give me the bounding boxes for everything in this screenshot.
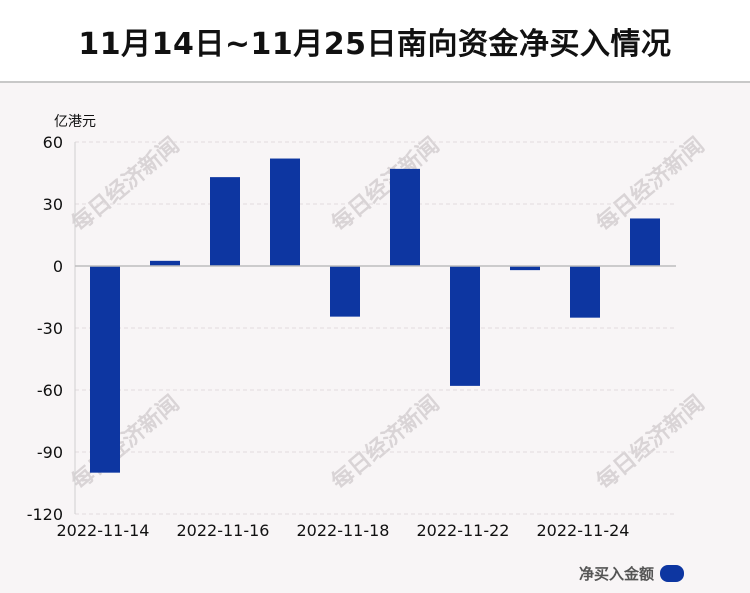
watermark-text: 每日经济新闻 [327, 132, 445, 237]
legend: 净买入金额 [579, 563, 684, 584]
bar-2022-11-22 [450, 266, 480, 386]
y-tick-label: 0 [53, 257, 63, 276]
bar-2022-11-15 [150, 260, 180, 266]
y-tick-label: -120 [27, 505, 63, 524]
bar-2022-11-16 [210, 177, 240, 266]
bars [90, 158, 660, 473]
watermark-text: 每日经济新闻 [327, 390, 445, 495]
watermark-text: 每日经济新闻 [67, 132, 185, 237]
y-axis: 亿港元 60 30 0 -30 -60 -90 -120 [27, 114, 96, 524]
bar-2022-11-17 [270, 158, 300, 266]
bar-2022-11-23 [510, 266, 540, 271]
y-tick-label: 60 [43, 133, 63, 152]
bar-2022-11-21 [390, 168, 420, 266]
x-tick-label: 2022-11-16 [177, 521, 270, 540]
watermark-text: 每日经济新闻 [67, 390, 185, 495]
bar-2022-11-25 [630, 218, 660, 266]
y-axis-unit: 亿港元 [54, 114, 96, 130]
bar-2022-11-24 [570, 266, 600, 318]
y-tick-label: -60 [37, 381, 63, 400]
x-tick-label: 2022-11-18 [297, 521, 390, 540]
y-tick-label: -90 [37, 443, 63, 462]
legend-label: 净买入金额 [578, 565, 654, 583]
x-tick-label: 2022-11-22 [417, 521, 510, 540]
legend-swatch [660, 565, 684, 582]
bar-2022-11-18 [330, 266, 360, 317]
y-tick-label: 30 [43, 195, 63, 214]
y-tick-label: -30 [37, 319, 63, 338]
grid-lines [75, 141, 676, 515]
chart-title: 11月14日~11月25日南向资金净买入情况 [78, 26, 672, 62]
x-axis: 2022-11-14 2022-11-16 2022-11-18 2022-11-22… [57, 521, 630, 540]
chart-header: 11月14日~11月25日南向资金净买入情况 [0, 0, 750, 83]
watermark-text: 每日经济新闻 [592, 390, 710, 495]
x-tick-label: 2022-11-14 [57, 521, 150, 540]
bar-2022-11-14 [90, 266, 120, 473]
x-tick-label: 2022-11-24 [537, 521, 630, 540]
